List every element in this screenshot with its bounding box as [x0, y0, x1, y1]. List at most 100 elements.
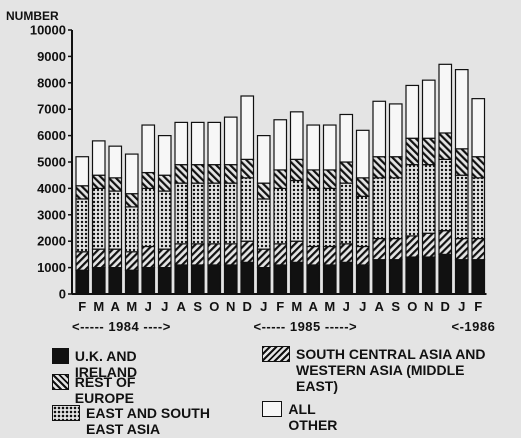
bar-segment-2-21	[421, 164, 436, 234]
bar-segment-4-13	[289, 111, 304, 160]
bar-segment-3-4	[141, 171, 156, 189]
bar-segment-2-0	[75, 198, 90, 253]
bar-segment-1-0	[75, 251, 90, 271]
bar-segment-2-1	[91, 187, 106, 250]
x-tick-label: A	[177, 299, 187, 314]
bar-segment-1-21	[421, 232, 436, 258]
chart: NUMBER 0 1000 2000 3000 4000 5000 6000 7000 8000…	[6, 9, 496, 334]
bar-segment-4-12	[273, 119, 288, 171]
bar-segment-4-17	[355, 129, 370, 179]
period-label-0: <----- 1984 ---->	[72, 319, 171, 334]
bar-segment-3-24	[471, 156, 486, 179]
bar-segment-2-20	[405, 164, 420, 237]
legend-label-south-central-western-asia: SOUTH CENTRAL ASIA AND WESTERN ASIA (MID…	[296, 346, 486, 394]
bar-segment-2-23	[454, 174, 469, 240]
bar-segment-0-20	[405, 256, 420, 295]
bar-segment-2-7	[190, 182, 205, 245]
bar-segment-1-11	[256, 248, 271, 269]
legend-label-all-other: ALL OTHER	[288, 401, 338, 433]
x-tick-label: S	[193, 299, 202, 314]
bar-segment-4-2	[108, 145, 123, 179]
x-tick-label: M	[93, 299, 104, 314]
y-tick-label: 10000	[30, 23, 66, 38]
bar-segment-0-14	[306, 264, 321, 295]
bar-segment-1-14	[306, 245, 321, 266]
bar-segment-3-13	[289, 158, 304, 182]
x-tick-label: J	[145, 299, 152, 314]
y-tick-label: 3000	[37, 207, 66, 222]
y-tick-label: 1000	[37, 260, 66, 275]
legend-swatch-south-central-western-asia	[262, 346, 290, 362]
bar-segment-3-22	[438, 132, 453, 160]
x-tick-label: A	[375, 299, 385, 314]
y-tick-label: 2000	[37, 234, 66, 249]
x-tick-label: A	[111, 299, 121, 314]
bar-segment-4-6	[174, 121, 189, 166]
x-tick-label: A	[309, 299, 319, 314]
bar-segment-1-18	[372, 237, 387, 261]
x-tick-label: O	[209, 299, 219, 314]
bar-segment-2-4	[141, 187, 156, 248]
bar-segment-3-3	[124, 193, 139, 208]
bar-segment-0-1	[91, 267, 106, 295]
x-tick-label: F	[474, 299, 482, 314]
bar-segment-3-17	[355, 177, 370, 197]
bar-segment-3-5	[157, 174, 172, 192]
legend-swatch-uk-ireland	[52, 348, 69, 364]
x-tick-label: J	[359, 299, 366, 314]
bar-segment-1-15	[322, 245, 337, 266]
x-tick-label: M	[291, 299, 302, 314]
bar-segment-2-18	[372, 177, 387, 240]
bar-segment-0-3	[124, 269, 139, 295]
bar-segment-2-5	[157, 190, 172, 250]
bar-segment-1-20	[405, 235, 420, 258]
legend-swatch-east-south-east-asia	[52, 405, 80, 421]
bar-segment-3-16	[339, 161, 354, 184]
bar-segment-1-23	[454, 237, 469, 261]
bar-segment-2-10	[240, 177, 255, 242]
bar-segment-3-19	[388, 156, 403, 179]
legend-swatch-all-other	[262, 401, 283, 417]
bar-segment-0-21	[421, 256, 436, 295]
bar-segment-0-2	[108, 267, 123, 295]
bar-segment-0-8	[207, 264, 222, 295]
bar-segment-2-14	[306, 187, 321, 248]
bar-segment-0-4	[141, 267, 156, 295]
period-label-2: <-1986	[452, 319, 496, 334]
y-tick-label: 8000	[37, 75, 66, 90]
bar-segment-1-4	[141, 245, 156, 269]
bar-segment-2-3	[124, 206, 139, 253]
bar-segment-0-17	[355, 264, 370, 295]
bar-segment-3-8	[207, 164, 222, 184]
period-label-1: <----- 1985 ----->	[254, 319, 358, 334]
bar-segment-4-20	[405, 84, 420, 139]
bar-segment-4-22	[438, 63, 453, 134]
x-tick-label: J	[458, 299, 465, 314]
bar-segment-3-18	[372, 156, 387, 179]
bar-segment-1-16	[339, 243, 354, 263]
bar-segment-3-6	[174, 164, 189, 184]
bar-segment-1-10	[240, 240, 255, 263]
bar-segment-3-9	[223, 164, 238, 184]
x-tick-label: F	[276, 299, 284, 314]
x-tick-label: N	[424, 299, 433, 314]
bar-segment-2-16	[339, 182, 354, 245]
bar-segment-1-1	[91, 248, 106, 269]
bar-segment-0-7	[190, 264, 205, 295]
bar-segment-0-19	[388, 259, 403, 295]
bar-segment-0-23	[454, 259, 469, 295]
bar-segment-4-10	[240, 95, 255, 160]
legend-item-all-other: ALL OTHER	[262, 401, 345, 433]
bar-segment-4-3	[124, 153, 139, 195]
y-tick-label: 7000	[37, 102, 66, 117]
bar-segment-0-0	[75, 269, 90, 295]
bar-segment-4-4	[141, 124, 156, 174]
legend-item-south-central-western-asia: SOUTH CENTRAL ASIA AND WESTERN ASIA (MID…	[262, 346, 486, 394]
bar-segment-4-1	[91, 140, 106, 176]
bar-segment-2-9	[223, 182, 238, 245]
bar-segment-4-16	[339, 113, 354, 163]
x-tick-label: M	[126, 299, 137, 314]
bar-segment-2-15	[322, 187, 337, 248]
bar-segment-2-12	[273, 187, 288, 245]
legend-label-rest-of-europe: REST OF EUROPE	[74, 374, 136, 406]
